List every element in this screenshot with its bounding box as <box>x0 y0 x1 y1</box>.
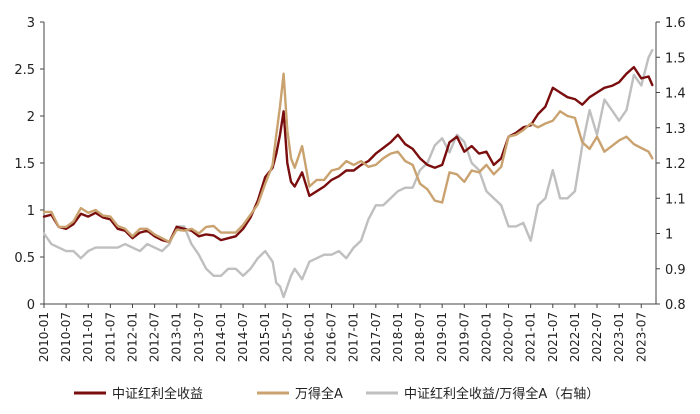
y-right-tick-label: 1.4 <box>665 87 686 102</box>
x-tick-label: 2021-01 <box>524 312 538 362</box>
x-tick-label: 2018-01 <box>391 312 405 362</box>
y-right-tick-label: 1.5 <box>665 51 686 66</box>
tick-labels: 0 0.5 1 1.5 2 2.5 3 0.8 0.9 1 1.1 1.2 1.3 1.4 1.5 1.6 20… <box>14 16 685 362</box>
x-tick-label: 2019-01 <box>435 312 449 362</box>
x-tick-label: 2010-01 <box>37 312 51 362</box>
y-right-tick-label: 1.6 <box>665 16 686 31</box>
y-right-tick-label: 1.2 <box>665 157 686 172</box>
x-tick-label: 2012-01 <box>125 312 139 362</box>
y-right-tick-label: 1.3 <box>665 122 686 137</box>
x-tick-label: 2016-07 <box>325 312 339 362</box>
x-tick-label: 2017-01 <box>347 312 361 362</box>
y-right-tick-label: 0.8 <box>665 298 686 313</box>
x-tick-label: 2020-07 <box>502 312 516 362</box>
y-right-tick-label: 1 <box>665 228 673 243</box>
x-tick-label: 2020-01 <box>479 312 493 362</box>
y-left-tick-label: 3 <box>27 16 35 31</box>
x-tick-label: 2019-07 <box>457 312 471 362</box>
y-left-tick-label: 0.5 <box>14 251 35 266</box>
y-left-tick-label: 2 <box>27 110 35 125</box>
x-tick-label: 2017-07 <box>369 312 383 362</box>
x-tick-label: 2015-07 <box>280 312 294 362</box>
x-tick-label: 2021-07 <box>546 312 560 362</box>
x-tick-label: 2013-01 <box>170 312 184 362</box>
x-tick-label: 2023-07 <box>634 312 648 362</box>
x-tick-label: 2014-01 <box>214 312 228 362</box>
y-right-tick-label: 0.9 <box>665 263 686 278</box>
x-tick-label: 2012-07 <box>148 312 162 362</box>
y-left-tick-label: 0 <box>27 298 35 313</box>
x-tick-label: 2011-07 <box>103 312 117 362</box>
y-left-tick-label: 1 <box>27 204 35 219</box>
y-left-tick-label: 1.5 <box>14 157 35 172</box>
x-tick-label: 2011-01 <box>81 312 95 362</box>
legend-dividend-label: 中证红利全收益 <box>112 386 203 402</box>
series-dividend-line <box>42 65 654 244</box>
series-lines <box>42 49 654 299</box>
series-wind-all-a-line <box>42 72 654 244</box>
x-tick-label: 2013-07 <box>192 312 206 362</box>
series-ratio-line <box>42 49 654 299</box>
x-tick-label: 2014-07 <box>236 312 250 362</box>
x-tick-label: 2023-01 <box>612 312 626 362</box>
x-tick-label: 2022-01 <box>568 312 582 362</box>
axes <box>40 21 660 308</box>
y-left-tick-label: 2.5 <box>14 63 35 78</box>
x-tick-label: 2016-01 <box>302 312 316 362</box>
x-tick-label: 2022-07 <box>590 312 604 362</box>
legend: 中证红利全收益 万得全A 中证红利全收益/万得全A（右轴） <box>74 386 599 402</box>
y-right-tick-label: 1.1 <box>665 192 686 207</box>
x-tick-label: 2015-01 <box>258 312 272 362</box>
x-tick-label: 2018-07 <box>413 312 427 362</box>
legend-wind-all-a-label: 万得全A <box>295 386 343 402</box>
legend-ratio-label: 中证红利全收益/万得全A（右轴） <box>404 386 599 402</box>
x-tick-label: 2010-07 <box>59 312 73 362</box>
